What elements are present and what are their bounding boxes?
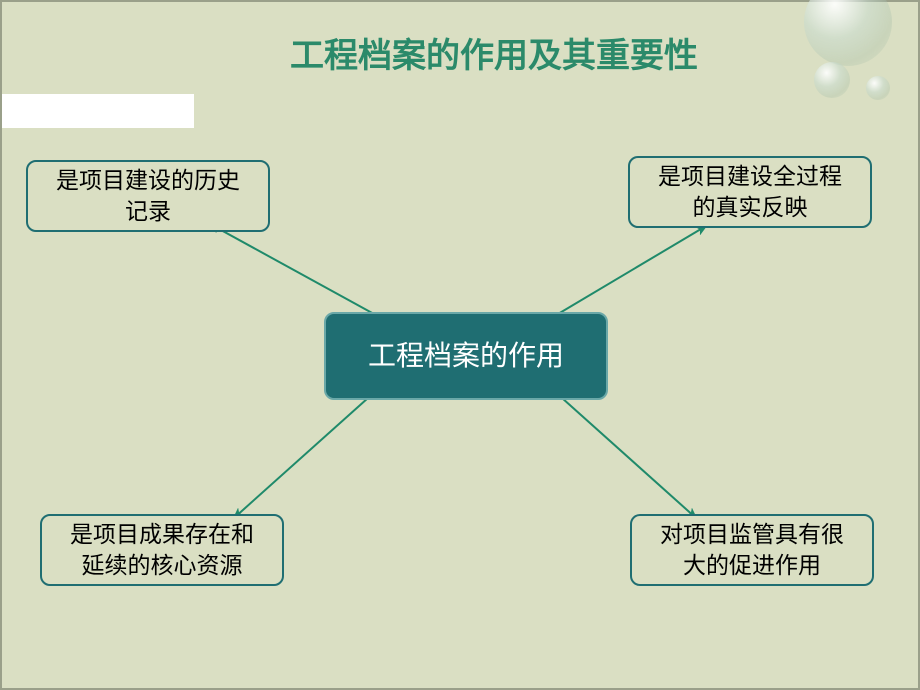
water-drop-icon [866, 76, 890, 100]
arrow-line [558, 226, 706, 314]
slide: 工程档案的作用及其重要性 工程档案的作用 是项目建设的历史 记录 是项目建设全过程… [0, 0, 920, 690]
leaf-node-top-left: 是项目建设的历史 记录 [26, 160, 270, 232]
water-drop-icon [814, 62, 850, 98]
white-accent-box [2, 94, 194, 128]
water-drop-icon [804, 0, 892, 66]
leaf-node-bottom-left: 是项目成果存在和 延续的核心资源 [40, 514, 284, 586]
arrow-line [210, 224, 374, 314]
center-node: 工程档案的作用 [324, 312, 608, 400]
arrow-line [234, 398, 368, 518]
leaf-node-bottom-right: 对项目监管具有很 大的促进作用 [630, 514, 874, 586]
arrow-line [562, 398, 696, 518]
page-title: 工程档案的作用及其重要性 [290, 28, 698, 77]
leaf-node-top-right: 是项目建设全过程 的真实反映 [628, 156, 872, 228]
